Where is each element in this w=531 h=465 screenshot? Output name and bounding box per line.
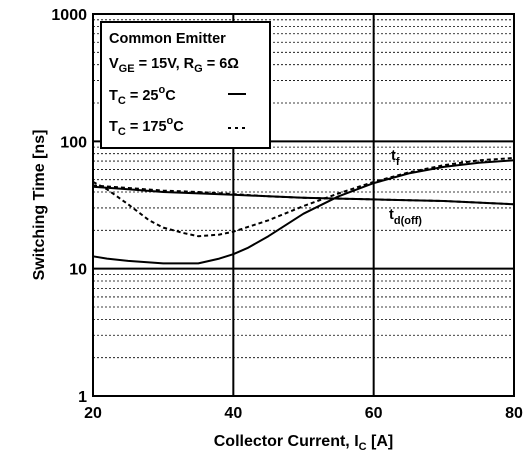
legend-entry-175c-symbol: T bbox=[109, 119, 118, 135]
legend: Common Emitter VGE = 15V, RG = 6Ω TC = 2… bbox=[100, 21, 271, 149]
y-axis-title: Switching Time [ns] bbox=[31, 130, 48, 281]
legend-entry-175c-unit: C bbox=[173, 119, 184, 135]
legend-entry-175c-value: = 175 bbox=[126, 119, 167, 135]
x-axis-title-unit: [A] bbox=[367, 433, 394, 450]
y-tick-label: 1000 bbox=[51, 7, 87, 24]
x-axis-title-subscript: C bbox=[359, 441, 367, 453]
legend-entry-175c: TC = 175oC bbox=[109, 115, 184, 138]
legend-vge-subscript: GE bbox=[119, 63, 135, 75]
legend-rg-value: = 6Ω bbox=[203, 56, 240, 72]
legend-entry-175c-subscript: C bbox=[118, 126, 126, 138]
legend-entry-25c-subscript: C bbox=[118, 95, 126, 107]
x-tick-label: 80 bbox=[505, 405, 523, 422]
series-line-tdoff-175c bbox=[92, 184, 515, 206]
legend-vge-symbol: V bbox=[109, 56, 119, 72]
legend-rg-subscript: G bbox=[194, 63, 203, 75]
series-line-tf-175c bbox=[92, 157, 515, 238]
y-tick-label: 100 bbox=[60, 134, 87, 151]
legend-vge-value: = 15V, R bbox=[135, 56, 195, 72]
curve-label-tf: tf bbox=[391, 148, 400, 168]
curve-label-tdoff-symbol: t bbox=[389, 207, 394, 223]
curve-label-tdoff: td(off) bbox=[389, 207, 422, 227]
x-axis-title: Collector Current, IC [A] bbox=[214, 433, 394, 453]
legend-entry-175c-degree: o bbox=[167, 115, 174, 127]
legend-entry-25c: TC = 25oC bbox=[109, 84, 176, 107]
y-tick-label: 1 bbox=[78, 389, 87, 406]
legend-entry-25c-value: = 25 bbox=[126, 88, 159, 104]
series-line-tf-25c bbox=[92, 159, 515, 265]
legend-box bbox=[100, 21, 271, 149]
x-axis-ticks: 20 40 60 80 bbox=[84, 405, 523, 422]
x-tick-label: 20 bbox=[84, 405, 102, 422]
legend-entry-25c-symbol: T bbox=[109, 88, 118, 104]
curve-label-tdoff-subscript: d(off) bbox=[394, 215, 422, 227]
x-tick-label: 40 bbox=[224, 405, 242, 422]
series-layer bbox=[92, 157, 515, 265]
x-tick-label: 60 bbox=[365, 405, 383, 422]
plot-frame bbox=[92, 13, 515, 397]
x-axis-title-main: Collector Current, I bbox=[214, 433, 359, 450]
legend-title: Common Emitter bbox=[109, 31, 226, 47]
legend-entry-25c-unit: C bbox=[165, 88, 176, 104]
curve-label-tf-symbol: t bbox=[391, 148, 396, 164]
y-tick-label: 10 bbox=[69, 262, 87, 279]
legend-conditions: VGE = 15V, RG = 6Ω bbox=[109, 56, 239, 75]
legend-entry-25c-degree: o bbox=[158, 84, 165, 96]
curve-label-tf-subscript: f bbox=[396, 156, 400, 168]
y-axis-ticks: 1 10 100 1000 bbox=[51, 7, 87, 406]
